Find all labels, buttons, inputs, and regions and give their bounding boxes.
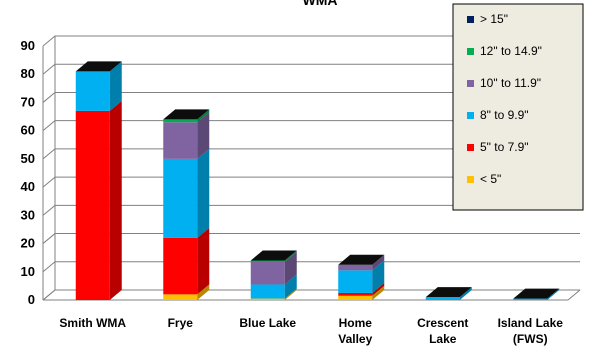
x-tick-label: Home bbox=[339, 316, 373, 330]
bar-segment bbox=[250, 288, 297, 300]
bar-segment bbox=[75, 61, 122, 111]
gridline bbox=[42, 204, 580, 216]
bar-segment bbox=[338, 254, 385, 271]
legend-items: > 15" 12" to 14.9" 10" to 11.9" 8" to 9.9" 5… bbox=[467, 12, 542, 186]
gridline bbox=[42, 91, 580, 103]
y-tick-label: 50 bbox=[21, 151, 35, 166]
bar-segment bbox=[425, 287, 472, 300]
bar-segment bbox=[338, 282, 385, 296]
gridline bbox=[42, 35, 580, 47]
gridline bbox=[42, 176, 580, 188]
y-tick-label: 10 bbox=[21, 264, 35, 279]
legend-label: 8" to 9.9" bbox=[480, 108, 529, 122]
legend-item: 12" to 14.9" bbox=[467, 44, 542, 58]
legend-swatch bbox=[467, 176, 474, 183]
legend-item: < 5" bbox=[467, 172, 501, 186]
x-tick-label: Crescent bbox=[417, 316, 468, 330]
legend-swatch bbox=[467, 144, 474, 151]
bars bbox=[75, 61, 560, 301]
bar-segment bbox=[75, 100, 122, 301]
bar-segment bbox=[163, 148, 210, 238]
x-tick-label: Island Lake bbox=[498, 316, 564, 330]
y-tick-label: 40 bbox=[21, 179, 35, 194]
bar-segment bbox=[163, 227, 210, 295]
gridline bbox=[42, 148, 580, 160]
bar-segment bbox=[250, 250, 297, 262]
x-tick-label: Blue Lake bbox=[239, 316, 296, 330]
legend-item: 8" to 9.9" bbox=[467, 108, 529, 122]
bar-segment bbox=[513, 288, 560, 300]
x-tick-label: Smith WMA bbox=[59, 316, 126, 330]
legend-label: 10" to 11.9" bbox=[480, 76, 541, 90]
legend-label: < 5" bbox=[480, 172, 501, 186]
legend-label: 5" to 7.9" bbox=[480, 140, 529, 154]
x-tick-label: Valley bbox=[338, 332, 372, 346]
x-tick-label: (FWS) bbox=[513, 332, 548, 346]
legend-label: 12" to 14.9" bbox=[480, 44, 542, 58]
legend-item: 5" to 7.9" bbox=[467, 140, 529, 154]
bar-segment bbox=[338, 260, 385, 293]
legend-swatch bbox=[467, 16, 474, 23]
legend-box bbox=[452, 3, 584, 211]
bar-segment bbox=[250, 274, 297, 299]
gridline bbox=[42, 63, 580, 75]
gridline bbox=[42, 261, 580, 273]
y-tick-label: 20 bbox=[21, 236, 35, 251]
x-axis-labels: Smith WMA Frye Blue Lake Home Valley Crescent… bbox=[59, 316, 563, 346]
gridline bbox=[42, 120, 580, 132]
y-tick-label: 0 bbox=[28, 292, 35, 307]
y-tick-label: 60 bbox=[21, 123, 35, 138]
gridlines bbox=[42, 35, 581, 301]
bar-segment bbox=[163, 109, 210, 123]
bar-segment bbox=[250, 251, 297, 285]
x-tick-label: Lake bbox=[429, 332, 457, 346]
legend-label: > 15" bbox=[480, 12, 508, 26]
bar-segment bbox=[163, 284, 210, 300]
gridline bbox=[42, 233, 580, 244]
legend: > 15" 12" to 14.9" 10" to 11.9" 8" to 9.9" 5… bbox=[452, 3, 584, 211]
bar-segment bbox=[338, 285, 385, 300]
x-tick-label: Frye bbox=[168, 316, 194, 330]
bar-segment bbox=[163, 112, 210, 159]
y-tick-label: 80 bbox=[21, 66, 35, 81]
legend-item: 10" to 11.9" bbox=[467, 76, 541, 90]
legend-item: > 15" bbox=[467, 12, 508, 26]
legend-swatch bbox=[467, 112, 474, 119]
chart-title: WMA bbox=[303, 0, 338, 8]
legend-swatch bbox=[467, 48, 474, 55]
y-tick-label: 90 bbox=[21, 38, 35, 53]
y-tick-label: 70 bbox=[21, 94, 35, 109]
y-tick-label: 30 bbox=[21, 207, 35, 222]
gridline bbox=[42, 289, 580, 301]
y-axis: 0 10 20 30 40 50 60 70 80 90 bbox=[21, 38, 44, 307]
legend-swatch bbox=[467, 80, 474, 87]
